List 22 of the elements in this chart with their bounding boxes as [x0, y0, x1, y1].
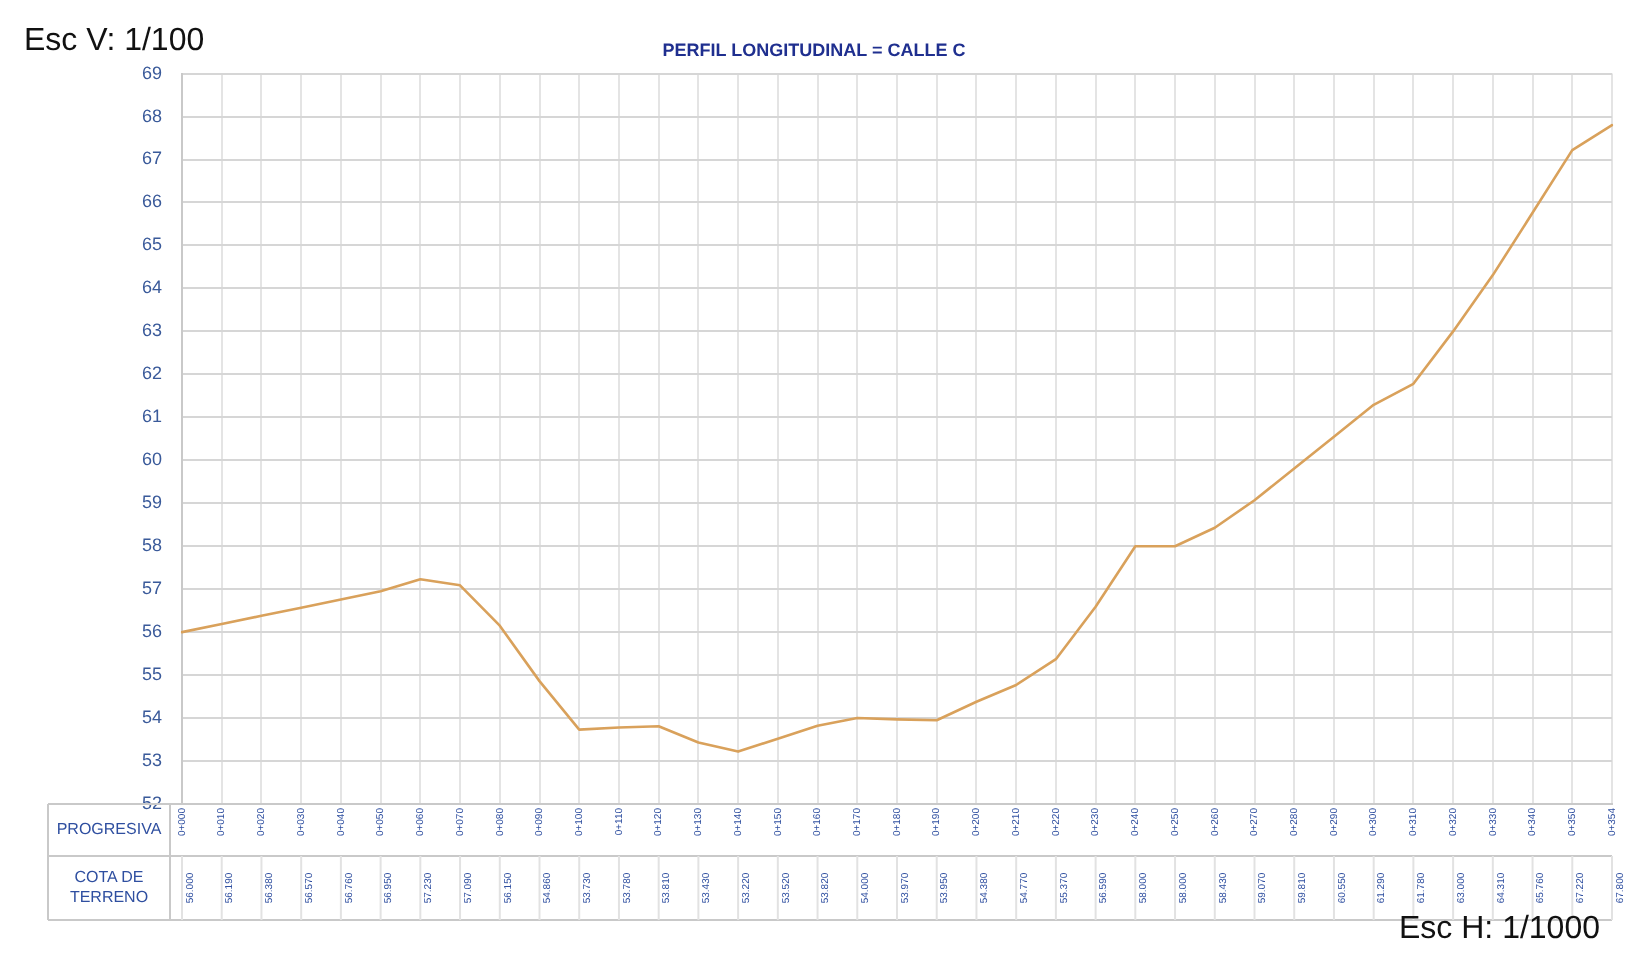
y-tick-label: 65 — [141, 234, 162, 255]
y-tick-label: 53 — [141, 750, 162, 770]
y-tick-label: 67 — [141, 148, 162, 169]
text: COTA DE TERRENO — [69, 868, 149, 907]
y-tick-label: 60 — [141, 449, 162, 470]
y-tick-label: 59 — [141, 492, 162, 513]
y-tick-label: 64 — [141, 277, 162, 298]
y-tick-label: 55 — [141, 664, 162, 685]
y-tick-label: 69 — [141, 62, 162, 83]
y-tick-label: 58 — [141, 535, 162, 556]
text: Esc H: 1/1000 — [1399, 912, 1600, 948]
y-tick-label: 66 — [141, 191, 162, 212]
chart-title: PERFIL LONGITUDINAL = CALLE C — [662, 39, 967, 60]
y-tick-label: 68 — [141, 105, 162, 126]
y-tick-label: 63 — [141, 320, 162, 341]
x-axis-title: PROGRESIVA — [56, 820, 163, 839]
y-tick-label: 56 — [141, 621, 162, 642]
y-tick-label: 57 — [141, 578, 162, 599]
y-tick-label: 62 — [141, 363, 162, 384]
text: Esc V: 1/100 — [24, 24, 205, 60]
y-tick-label: 61 — [141, 406, 162, 427]
y-tick-label: 54 — [141, 707, 162, 728]
